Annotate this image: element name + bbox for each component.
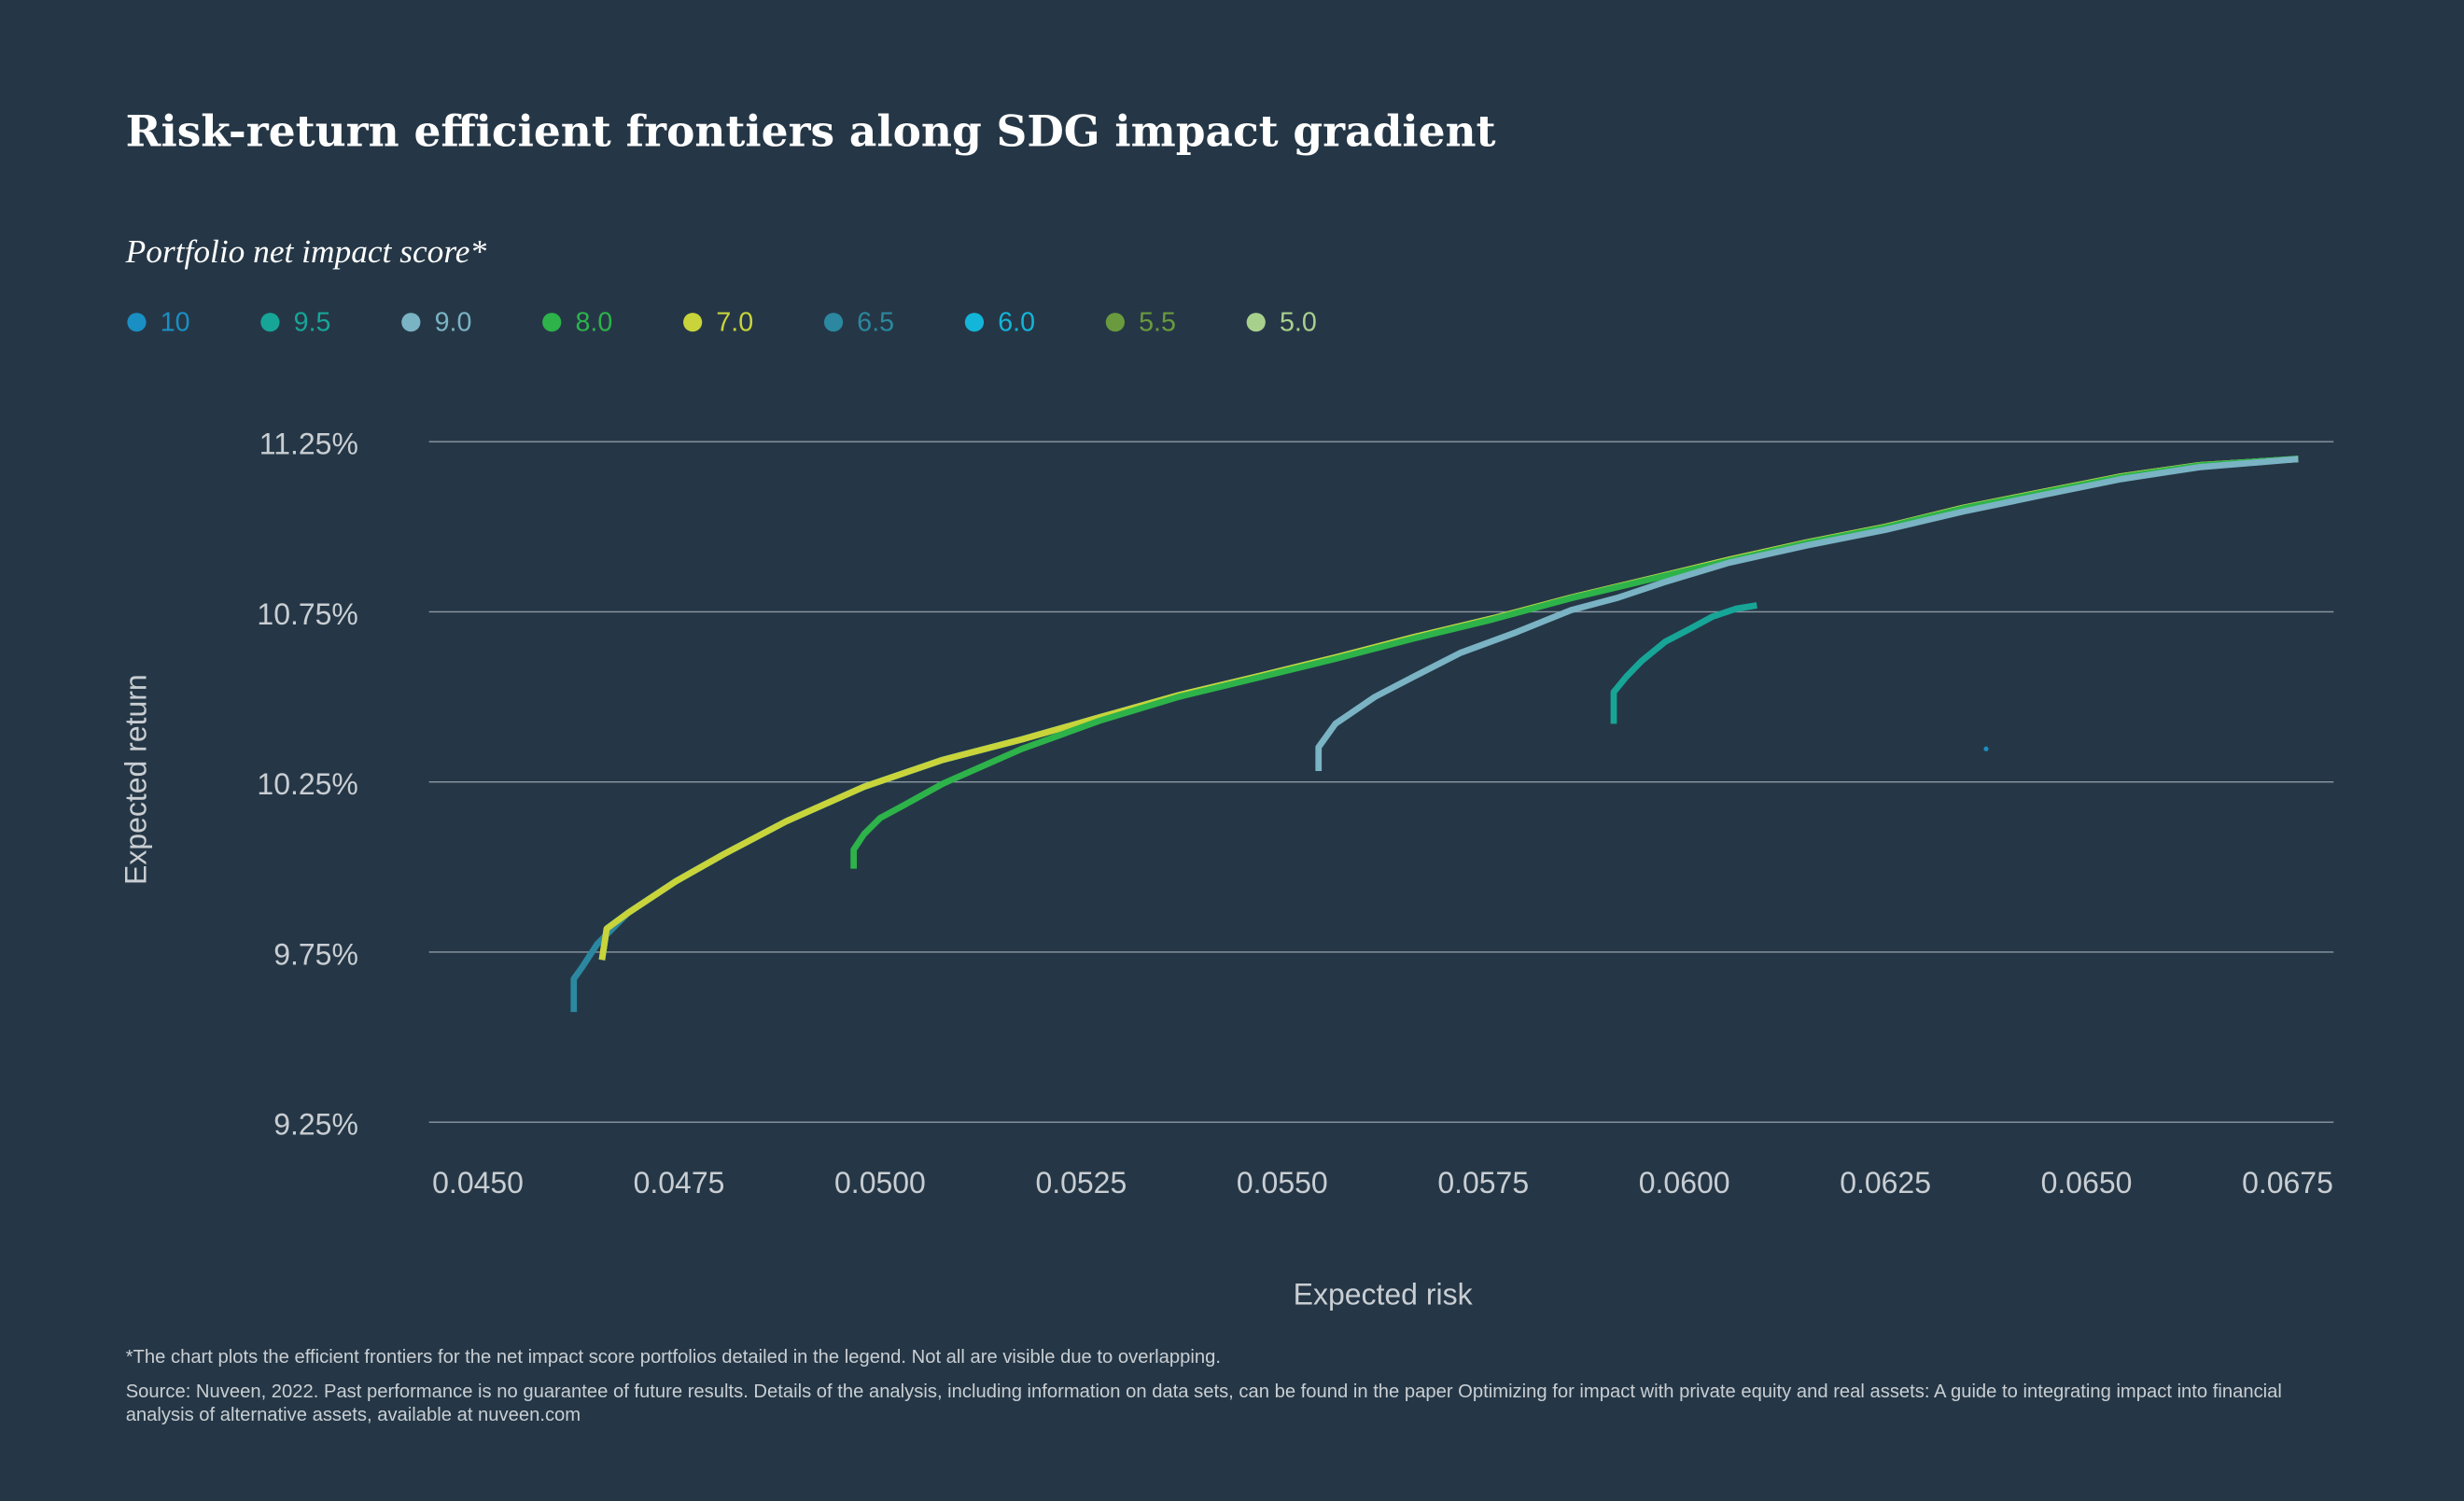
- legend-label: 5.0: [1280, 307, 1317, 337]
- x-tick-label: 0.0450: [432, 1166, 524, 1199]
- x-tick-label: 0.0675: [2242, 1166, 2333, 1199]
- x-tick-label: 0.0600: [1639, 1166, 1730, 1199]
- legend-label: 6.0: [998, 307, 1035, 337]
- data-point: [1983, 746, 1989, 751]
- y-tick-label: 9.25%: [273, 1108, 358, 1142]
- x-tick-label: 0.0550: [1237, 1166, 1328, 1199]
- x-axis-title: Expected risk: [1294, 1278, 1474, 1312]
- y-tick-label: 9.75%: [273, 937, 358, 971]
- x-tick-label: 0.0525: [1035, 1166, 1127, 1199]
- legend-label: 9.0: [435, 307, 472, 337]
- series-line: [1315, 456, 2299, 772]
- footnote-box: *The chart plots the efficient frontiers…: [125, 1345, 1221, 1368]
- legend-marker: [823, 313, 844, 332]
- source: Source: Nuveen, 2022. Past performance i…: [125, 1380, 2282, 1426]
- y-axis-title: Expected return: [119, 674, 153, 885]
- legend-marker: [401, 313, 421, 332]
- legend-marker: [964, 313, 985, 332]
- footnote: *The chart plots the efficient frontiers…: [125, 1345, 1221, 1368]
- y-tick-label: 10.25%: [257, 767, 357, 801]
- x-tick-label: 0.0500: [834, 1166, 926, 1199]
- legend-marker: [1105, 313, 1125, 332]
- source-box: Source: Nuveen, 2022. Past performance i…: [125, 1380, 2282, 1426]
- series-line: [1610, 602, 1757, 724]
- y-tick-label: 10.75%: [257, 597, 357, 631]
- legend-marker: [260, 313, 280, 332]
- y-tick-label: 11.25%: [259, 428, 358, 461]
- x-tick-label: 0.0650: [2041, 1166, 2133, 1199]
- legend-label: 10: [161, 307, 190, 337]
- legend-marker: [542, 313, 562, 332]
- x-tick-label: 0.0475: [634, 1166, 725, 1199]
- legend-label: 8.0: [575, 307, 612, 337]
- x-tick-label: 0.0625: [1840, 1166, 1931, 1199]
- legend-title: Portfolio net impact score*: [125, 232, 487, 270]
- legend-marker: [683, 313, 703, 332]
- legend-label: 5.5: [1139, 307, 1176, 337]
- chart-title: Risk-return efficient frontiers along SD…: [126, 105, 1496, 156]
- legend-label: 7.0: [716, 307, 753, 337]
- legend-marker: [1246, 313, 1266, 332]
- legend-label: 9.5: [294, 307, 331, 337]
- x-tick-label: 0.0575: [1437, 1166, 1529, 1199]
- legend-marker: [127, 313, 147, 332]
- legend-label: 6.5: [857, 307, 894, 337]
